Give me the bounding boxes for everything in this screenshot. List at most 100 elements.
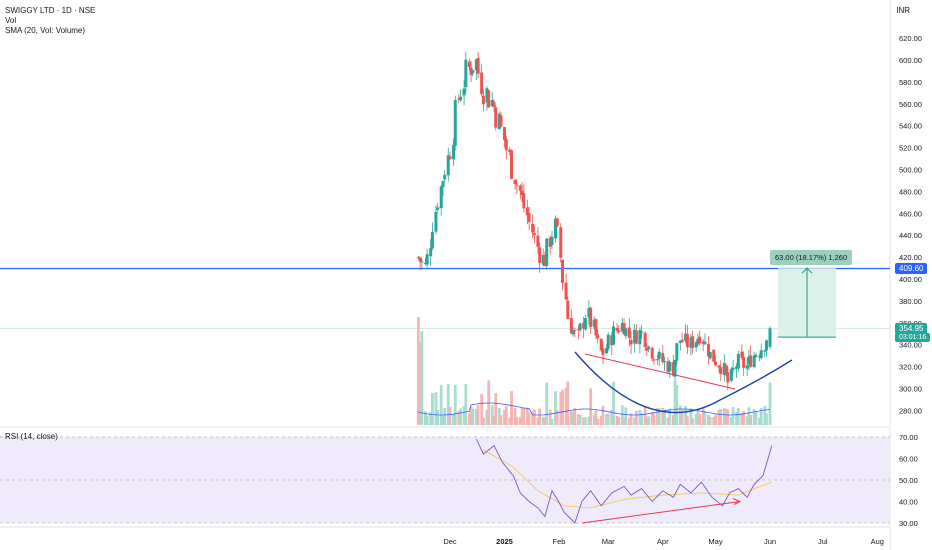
volume-bar [589, 388, 593, 425]
price-tick-label: 320.00 [899, 363, 922, 372]
volume-bar [436, 410, 440, 425]
candle-body [726, 372, 730, 383]
volume-bar [759, 408, 763, 425]
price-tick-label: 420.00 [899, 253, 922, 262]
volume-bar [763, 406, 767, 425]
candle-body [480, 72, 484, 95]
volume-bar [464, 383, 468, 425]
candle-body [416, 256, 420, 258]
candle-body [425, 254, 429, 265]
candle-body [504, 139, 508, 151]
candle-body [457, 98, 461, 100]
candle-body [729, 369, 733, 381]
rsi-divergence-arrow [732, 498, 742, 505]
candle-body [492, 102, 496, 107]
candle-body [510, 150, 514, 179]
volume-bar [610, 409, 614, 425]
volume-bar [420, 331, 424, 425]
time-tick-label: Aug [871, 537, 884, 546]
volume-bar [576, 414, 580, 425]
candle-body [719, 367, 723, 375]
volume-bar [559, 392, 563, 425]
candle-body [599, 338, 603, 351]
candle-body [764, 340, 768, 351]
volume-bar [448, 406, 452, 425]
candle-body [661, 352, 665, 363]
candle-body [706, 343, 710, 357]
volume-bar [532, 409, 536, 425]
volume-bar [666, 417, 670, 425]
volume-bar [596, 418, 600, 425]
volume-bar [566, 381, 570, 425]
candle-body [617, 330, 621, 333]
volume-bar [615, 415, 619, 425]
candle-body [448, 156, 452, 159]
volume-bar [671, 415, 675, 425]
candle-body [508, 149, 512, 152]
candle-body [724, 365, 728, 374]
volume-bar [617, 416, 621, 425]
volume-bar [561, 389, 564, 425]
candle-body [536, 235, 540, 247]
candle-body [518, 185, 522, 191]
volume-bar [685, 416, 689, 425]
volume-bar [441, 416, 445, 425]
candle-body [722, 362, 726, 375]
candle-body [655, 359, 659, 361]
volume-bar [452, 414, 455, 425]
time-tick-label: Jul [818, 537, 828, 546]
volume-bar [453, 384, 457, 425]
candle-body [453, 99, 457, 146]
candle-body [663, 361, 667, 363]
countdown-tag: 03:01:16 [895, 333, 931, 342]
candle-body [429, 248, 433, 257]
candle-body [638, 330, 642, 345]
volume-bar [531, 411, 535, 425]
volume-bar [425, 415, 429, 425]
volume-bar [485, 410, 489, 425]
candle-body [652, 359, 656, 361]
price-tick-label: 300.00 [899, 385, 922, 394]
candle-body [578, 323, 582, 331]
volume-bar [634, 410, 638, 425]
volume-bar [606, 413, 610, 425]
candle-body [712, 349, 716, 362]
candle-body [436, 207, 440, 210]
candle-body [423, 263, 427, 265]
candle-body [471, 70, 475, 73]
volume-bar [457, 410, 461, 425]
volume-bar [423, 411, 427, 425]
candle-body [742, 356, 746, 368]
volume-bar [729, 417, 733, 425]
rsi-tick-label: 30.00 [899, 519, 918, 528]
candle-body [698, 336, 702, 344]
price-tick-label: 480.00 [899, 187, 922, 196]
volume-bar [629, 413, 633, 425]
volume-bar [745, 416, 749, 425]
volume-bar [416, 317, 420, 425]
volume-bar [459, 408, 462, 425]
candle-body [485, 88, 489, 103]
candle-body [615, 328, 619, 331]
volume-bar [638, 410, 642, 425]
candle-body [550, 236, 554, 246]
candle-body [612, 326, 616, 345]
candle-body [531, 223, 535, 233]
time-tick-label: Apr [657, 537, 669, 546]
volume-bar [627, 418, 631, 425]
candle-body [633, 329, 637, 344]
candle-body [582, 322, 586, 329]
volume-bar [624, 407, 628, 425]
candle-body [701, 341, 705, 344]
volume-bar [605, 414, 608, 425]
candle-body [553, 218, 557, 239]
volume-bar [708, 416, 712, 425]
candle-body [564, 282, 568, 300]
candle-body [548, 237, 552, 247]
candle-body [573, 330, 577, 332]
volume-bar [768, 382, 772, 425]
candle-body [515, 184, 519, 186]
candle-body [464, 59, 468, 88]
volume-bar [707, 414, 710, 425]
